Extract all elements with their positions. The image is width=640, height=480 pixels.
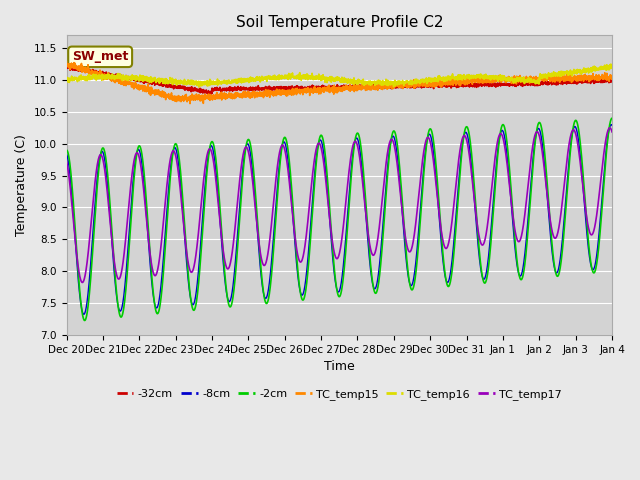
Legend: -32cm, -8cm, -2cm, TC_temp15, TC_temp16, TC_temp17: -32cm, -8cm, -2cm, TC_temp15, TC_temp16,… — [113, 384, 566, 404]
Text: SW_met: SW_met — [72, 50, 129, 63]
Y-axis label: Temperature (C): Temperature (C) — [15, 134, 28, 236]
Title: Soil Temperature Profile C2: Soil Temperature Profile C2 — [236, 15, 443, 30]
X-axis label: Time: Time — [324, 360, 355, 373]
